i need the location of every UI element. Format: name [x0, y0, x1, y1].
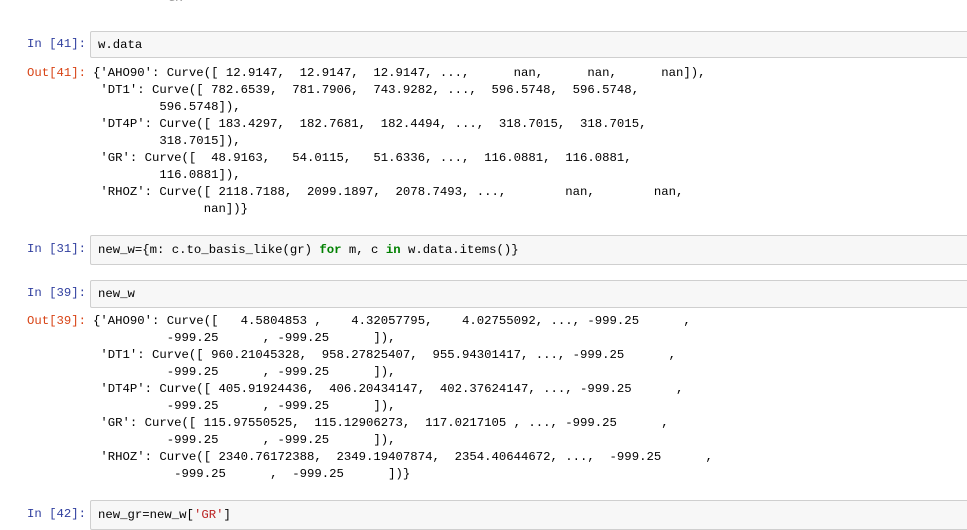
output-line: -999.25 , -999.25 ]),	[93, 399, 396, 413]
output-line: 'DT4P': Curve([ 405.91924436, 406.204341…	[93, 382, 684, 396]
code-text[interactable]: new_w	[98, 287, 135, 301]
output-prompt: Out[39]:	[26, 314, 86, 328]
code-token: m, c	[341, 243, 386, 257]
code-token: new_w={m: c.to_basis_like(gr)	[98, 243, 320, 257]
output-line: 'RHOZ': Curve([ 2340.76172388, 2349.1940…	[93, 450, 713, 464]
output-line: -999.25 , -999.25 ])}	[93, 467, 411, 481]
code-input[interactable]: new_gr=new_w['GR']	[90, 500, 967, 530]
output-line: {'AHO90': Curve([ 12.9147, 12.9147, 12.9…	[93, 66, 706, 80]
input-prompt: In [39]:	[26, 286, 86, 300]
code-input[interactable]: new_w	[90, 280, 967, 308]
cell-output: {'AHO90': Curve([ 4.5804853 , 4.32057795…	[93, 313, 713, 483]
code-input[interactable]: new_w={m: c.to_basis_like(gr) for m, c i…	[90, 235, 967, 265]
code-token: w.data.items()}	[400, 243, 519, 257]
input-prompt: In [42]:	[26, 507, 86, 521]
string-token: 'GR'	[193, 508, 224, 522]
code-text[interactable]: w.data	[98, 38, 142, 52]
keyword-token: in	[385, 243, 401, 257]
code-text[interactable]: new_gr=new_w['GR']	[98, 508, 231, 522]
output-line: 'DT1': Curve([ 782.6539, 781.7906, 743.9…	[93, 83, 640, 97]
output-line: 318.7015]),	[93, 134, 241, 148]
code-token: ]	[223, 508, 231, 522]
output-line: 116.0881]),	[93, 168, 241, 182]
input-prompt: In [31]:	[26, 242, 86, 256]
output-line: 'DT4P': Curve([ 183.4297, 182.7681, 182.…	[93, 117, 647, 131]
output-prompt: Out[41]:	[26, 66, 86, 80]
code-input[interactable]: w.data	[90, 31, 967, 58]
input-prompt: In [41]:	[26, 36, 86, 51]
output-line: 'GR': Curve([ 48.9163, 54.0115, 51.6336,…	[93, 151, 632, 165]
code-token: new_gr=new_w[	[98, 508, 194, 522]
code-token: new_w	[98, 287, 135, 301]
output-line: 'RHOZ': Curve([ 2118.7188, 2099.1897, 20…	[93, 185, 684, 199]
output-line: {'AHO90': Curve([ 4.5804853 , 4.32057795…	[93, 314, 691, 328]
partial-output-text: GR	[168, 0, 182, 5]
code-token: w.data	[98, 37, 143, 52]
cell-output: {'AHO90': Curve([ 12.9147, 12.9147, 12.9…	[93, 65, 706, 218]
output-line: 'DT1': Curve([ 960.21045328, 958.2782540…	[93, 348, 676, 362]
output-line: -999.25 , -999.25 ]),	[93, 331, 396, 345]
output-line: 'GR': Curve([ 115.97550525, 115.12906273…	[93, 416, 669, 430]
code-text[interactable]: new_w={m: c.to_basis_like(gr) for m, c i…	[98, 243, 519, 257]
keyword-token: for	[319, 243, 342, 257]
output-line: nan])}	[93, 202, 248, 216]
output-line: 596.5748]),	[93, 100, 241, 114]
output-line: -999.25 , -999.25 ]),	[93, 433, 396, 447]
output-line: -999.25 , -999.25 ]),	[93, 365, 396, 379]
